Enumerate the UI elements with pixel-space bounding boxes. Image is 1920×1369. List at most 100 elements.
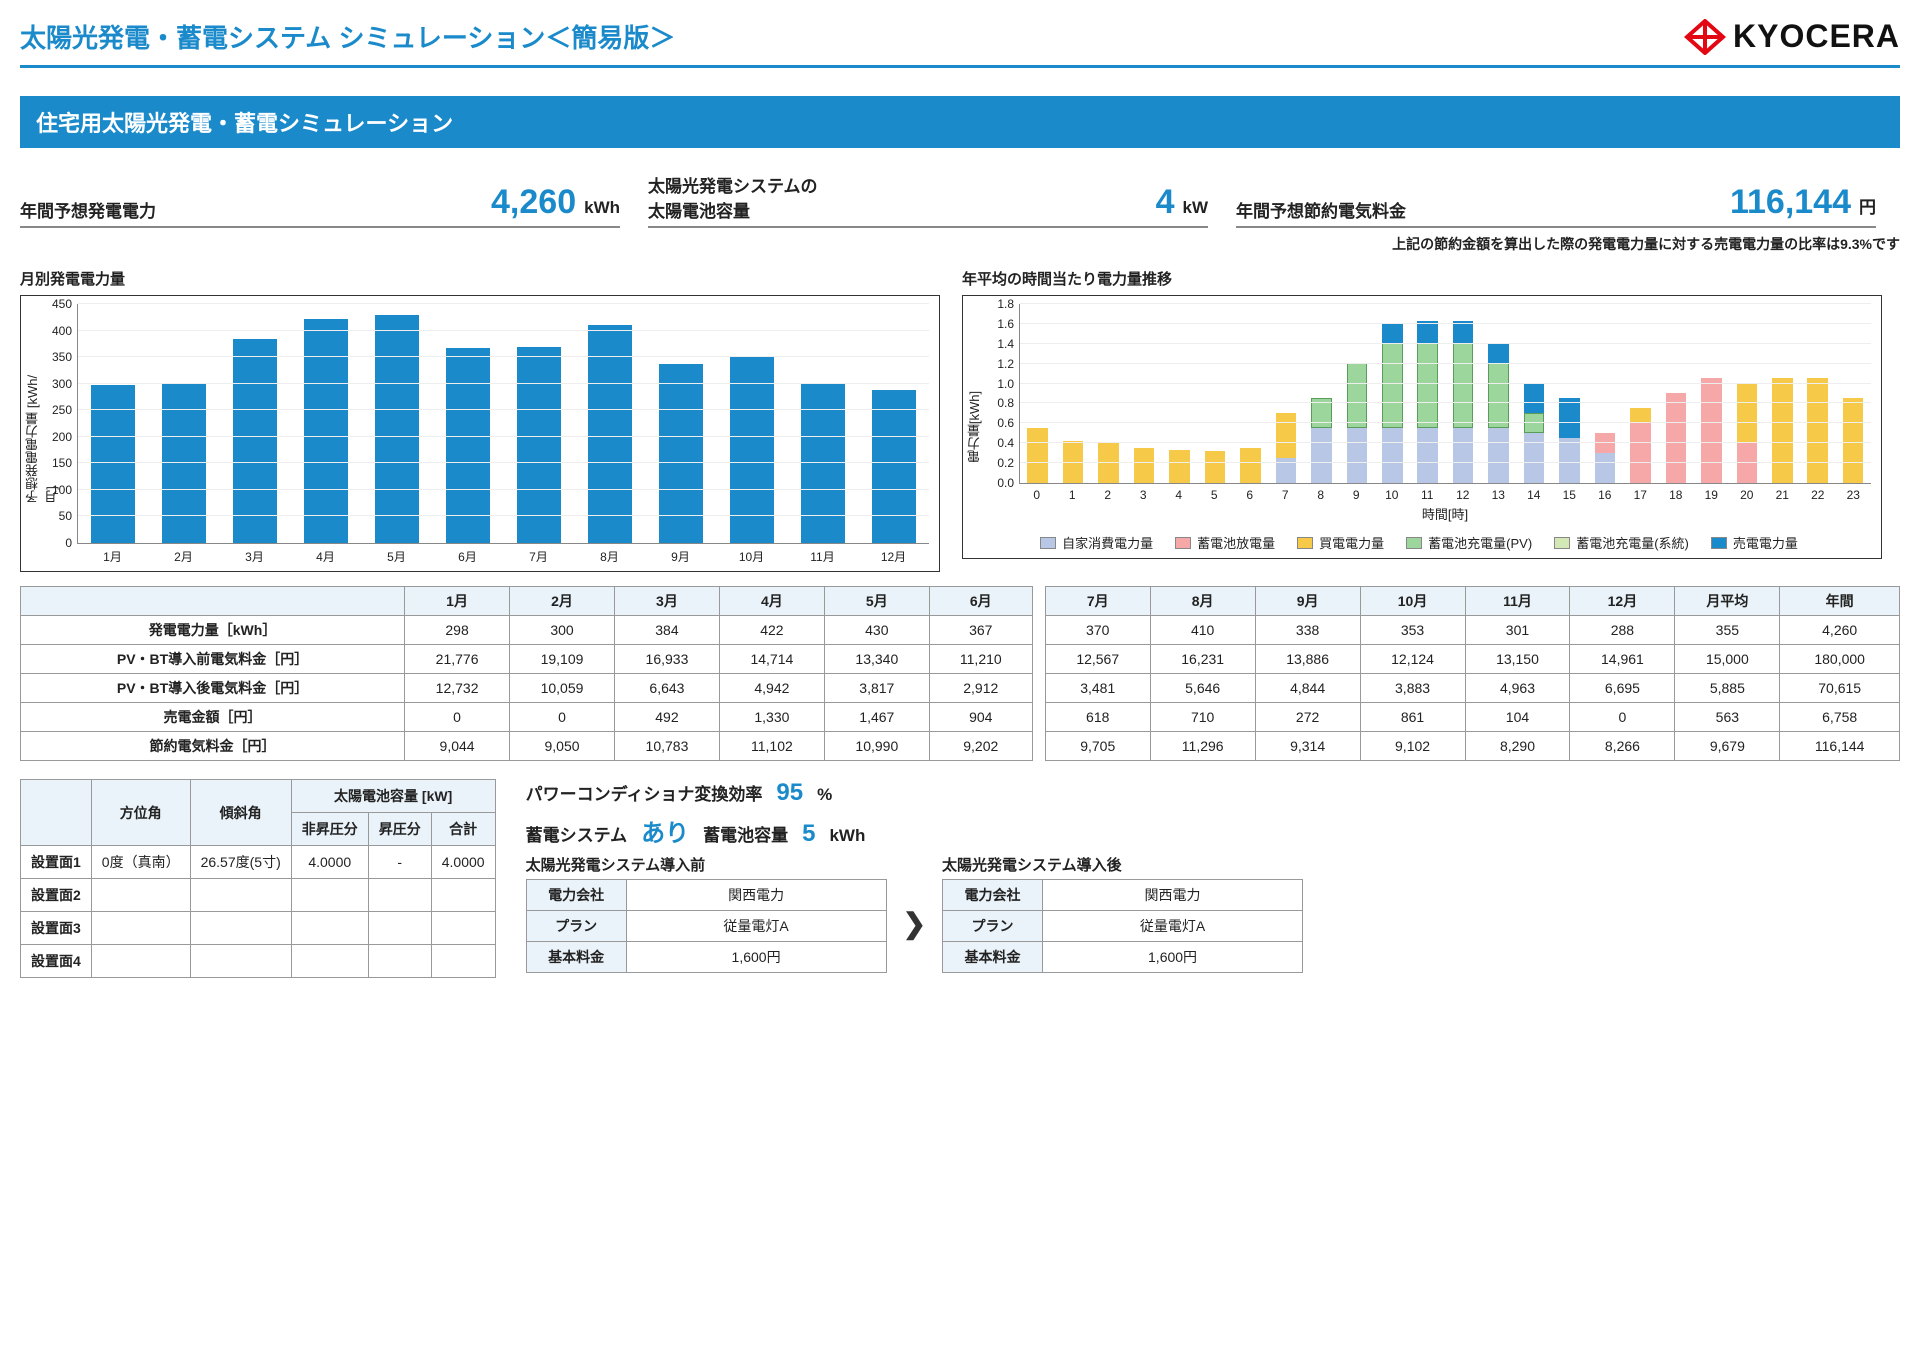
- td-plan: 従量電灯A: [626, 911, 886, 942]
- kpi-value: 4: [1156, 183, 1175, 221]
- arrow-icon: ❯: [903, 907, 926, 940]
- cap-label: 蓄電池容量: [703, 821, 788, 846]
- page-title: 太陽光発電・蓄電システム シミュレーション＜簡易版＞: [20, 18, 675, 55]
- kpi-unit: kW: [1183, 198, 1209, 217]
- td-company: 関西電力: [1043, 880, 1303, 911]
- hour-segment-self: [1559, 438, 1580, 483]
- kpi-unit: 円: [1859, 198, 1876, 217]
- y-axis-label: 電力量[kWh]: [965, 391, 984, 463]
- th-plan: プラン: [526, 911, 626, 942]
- chart-title: 年平均の時間当たり電力量推移: [962, 268, 1882, 289]
- hour-segment-buy: [1276, 413, 1297, 458]
- monthly-bar: [233, 339, 277, 543]
- th-company: 電力会社: [526, 880, 626, 911]
- hour-segment-discharge: [1666, 393, 1687, 483]
- brand-logo: KYOCERA: [1683, 18, 1900, 55]
- hour-segment-discharge: [1701, 378, 1722, 483]
- th-base: 基本料金: [943, 942, 1043, 973]
- hour-segment-sell: [1382, 323, 1403, 343]
- hour-segment-self: [1382, 428, 1403, 483]
- hour-segment-buy: [1134, 448, 1155, 483]
- hour-segment-buy: [1205, 451, 1226, 483]
- sys-before-table: 電力会社関西電力 プラン従量電灯A 基本料金1,600円: [526, 879, 887, 973]
- hour-segment-charge_pv: [1417, 343, 1438, 428]
- hour-segment-charge_pv: [1488, 363, 1509, 428]
- hour-segment-sell: [1559, 398, 1580, 438]
- cap-value: 5: [802, 820, 815, 848]
- td-company: 関西電力: [626, 880, 886, 911]
- kyocera-logo-icon: [1683, 19, 1727, 55]
- kpi-label: 太陽光発電システムの 太陽電池容量: [648, 172, 818, 222]
- hour-segment-self: [1488, 428, 1509, 483]
- monthly-x-labels: 1月2月3月4月5月6月7月8月9月10月11月12月: [77, 544, 929, 565]
- legend-item: 蓄電池充電量(PV): [1406, 533, 1532, 552]
- hour-segment-buy: [1737, 383, 1758, 443]
- hour-segment-charge_pv: [1382, 343, 1403, 428]
- kpi-label: 年間予想節約電気料金: [1236, 197, 1406, 222]
- monthly-bar: [446, 348, 490, 543]
- storage-value: あり: [641, 813, 689, 848]
- hour-segment-charge_pv: [1453, 343, 1474, 428]
- cap-unit: kWh: [829, 826, 865, 846]
- hourly-x-labels: 01234567891011121314151617181920212223: [1019, 484, 1871, 502]
- hour-segment-buy: [1807, 378, 1828, 483]
- hourly-bar-area: 0.00.20.40.60.81.01.21.41.61.8: [1019, 304, 1871, 484]
- kpi-value: 4,260: [491, 183, 576, 221]
- eff-value: 95: [776, 779, 803, 807]
- hour-segment-self: [1453, 428, 1474, 483]
- th-company: 電力会社: [943, 880, 1043, 911]
- monthly-bar: [517, 347, 561, 544]
- legend-item: 蓄電池放電量: [1175, 533, 1275, 552]
- hour-segment-buy: [1772, 378, 1793, 483]
- hour-segment-buy: [1240, 448, 1261, 483]
- monthly-bar-area: 050100150200250300350400450: [77, 304, 929, 544]
- hour-segment-buy: [1630, 408, 1651, 423]
- kpi-row: 年間予想発電電力 4,260kWh 太陽光発電システムの 太陽電池容量 4kW …: [20, 172, 1900, 228]
- hour-segment-sell: [1524, 383, 1545, 413]
- storage-label: 蓄電システム: [526, 821, 628, 846]
- monthly-bar: [304, 319, 348, 543]
- hourly-legend: 自家消費電力量 蓄電池放電量 買電電力量 蓄電池充電量(PV) 蓄電池充電量(系統) 売電…: [967, 533, 1871, 552]
- monthly-bar: [375, 315, 419, 543]
- hour-segment-buy: [1027, 428, 1048, 483]
- hour-segment-buy: [1843, 398, 1864, 483]
- brand-logo-text: KYOCERA: [1733, 18, 1900, 55]
- section-title: 住宅用太陽光発電・蓄電シミュレーション: [20, 96, 1900, 148]
- hour-segment-charge_pv: [1347, 363, 1368, 428]
- kpi-value: 116,144: [1730, 183, 1851, 221]
- td-base: 1,600円: [626, 942, 886, 973]
- kpi-savings: 年間予想節約電気料金 116,144 円: [1236, 183, 1876, 228]
- legend-item: 売電電力量: [1711, 533, 1798, 552]
- monthly-bar: [872, 390, 916, 543]
- chart-title: 月別発電電力量: [20, 268, 940, 289]
- hour-segment-sell: [1488, 343, 1509, 363]
- kpi-annual-generation: 年間予想発電電力 4,260kWh: [20, 183, 620, 228]
- td-base: 1,600円: [1043, 942, 1303, 973]
- page-header: 太陽光発電・蓄電システム シミュレーション＜簡易版＞ KYOCERA: [20, 18, 1900, 68]
- eff-label: パワーコンディショナ変換効率: [526, 780, 763, 805]
- efficiency-line: パワーコンディショナ変換効率 95 %: [526, 779, 1900, 807]
- hour-segment-sell: [1453, 321, 1474, 343]
- hour-segment-buy: [1169, 450, 1190, 483]
- td-plan: 従量電灯A: [1043, 911, 1303, 942]
- sys-after-title: 太陽光発電システム導入後: [942, 854, 1303, 875]
- sys-after-table: 電力会社関西電力 プラン従量電灯A 基本料金1,600円: [942, 879, 1303, 973]
- x-axis-label: 時間[時]: [1019, 504, 1871, 523]
- hour-segment-discharge: [1630, 423, 1651, 483]
- hourly-chart: 年平均の時間当たり電力量推移 電力量[kWh] 0.00.20.40.60.81…: [962, 268, 1882, 572]
- system-meta-block: パワーコンディショナ変換効率 95 % 蓄電システム あり 蓄電池容量 5 kW…: [526, 779, 1900, 973]
- legend-item: 自家消費電力量: [1040, 533, 1153, 552]
- th-plan: プラン: [943, 911, 1043, 942]
- th-base: 基本料金: [526, 942, 626, 973]
- monthly-data-table: 1月2月3月4月5月6月7月8月9月10月11月12月月平均年間発電電力量［kW…: [20, 586, 1900, 761]
- sys-before-title: 太陽光発電システム導入前: [526, 854, 887, 875]
- hour-segment-self: [1347, 428, 1368, 483]
- hour-segment-self: [1417, 428, 1438, 483]
- kpi-note: 上記の節約金額を算出した際の発電電力量に対する売電電力量の比率は9.3%です: [20, 234, 1900, 254]
- eff-unit: %: [817, 785, 832, 805]
- installation-table: 方位角傾斜角太陽電池容量 [kW]非昇圧分昇圧分合計設置面10度（真南）26.5…: [20, 779, 496, 978]
- legend-item: 買電電力量: [1297, 533, 1384, 552]
- hour-segment-self: [1311, 428, 1332, 483]
- kpi-capacity: 太陽光発電システムの 太陽電池容量 4 kW: [648, 172, 1208, 228]
- legend-item: 蓄電池充電量(系統): [1554, 533, 1689, 552]
